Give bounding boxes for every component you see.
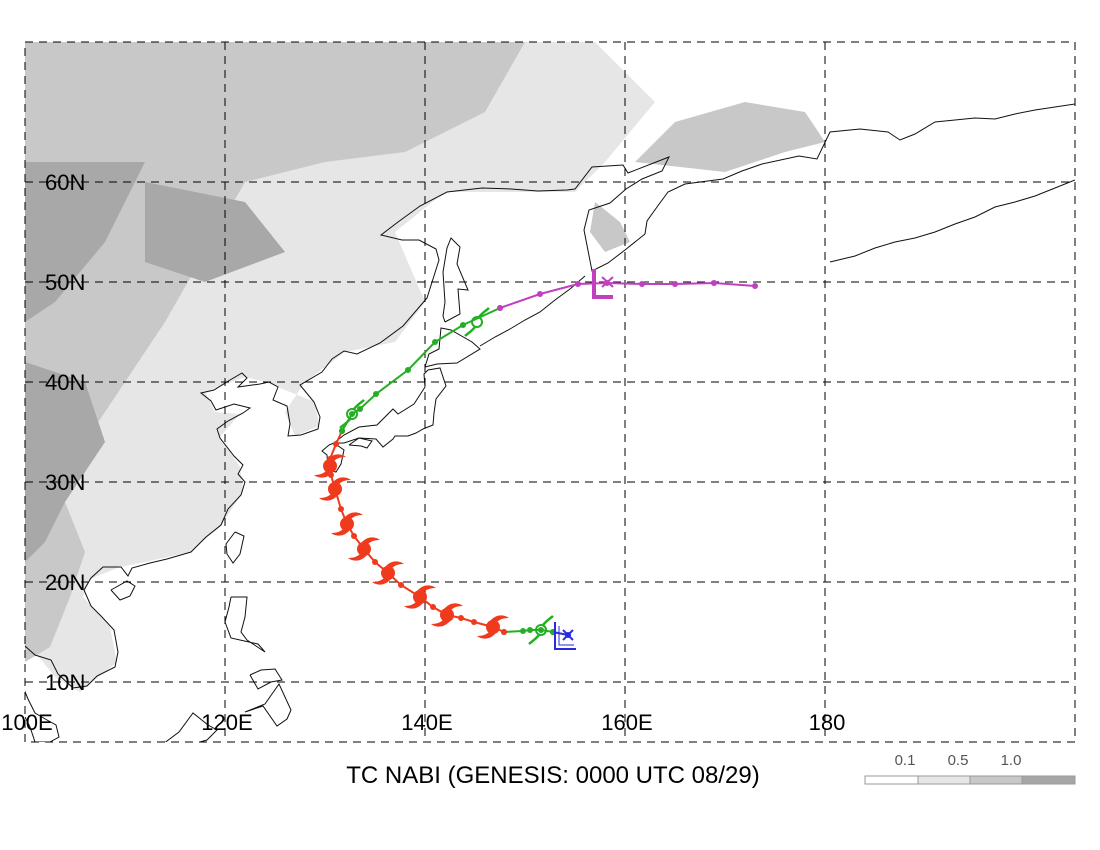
terrain-high-3 [25,362,105,562]
axis-labels: 60N 50N 40N 30N 20N 10N 100E 120E 140E 160E 180 [1,170,845,735]
coastlines [25,103,1075,742]
tropical-storm-symbol [528,615,554,645]
terrain-high-4 [145,182,285,282]
coastline-taiwan [225,531,245,564]
lon-label: 100E [1,710,52,735]
coastline-visayas [249,668,283,690]
track-point [349,411,355,417]
track-point [351,533,357,539]
track-point [537,291,543,297]
lon-label: 160E [601,710,652,735]
typhoon-symbol [348,537,380,561]
track-point [398,582,404,588]
terrain-mid-5 [635,102,825,172]
track-point [527,627,533,633]
coastline-luzon [224,596,266,653]
map-area [25,42,1075,742]
typhoon-symbol [431,603,463,627]
track-point [497,305,503,311]
track-point [672,281,678,287]
track-point [458,615,464,621]
track-point [405,367,411,373]
track-point [373,391,379,397]
track-point [639,281,645,287]
coastline-alaska [829,179,1075,263]
track-point [460,322,466,328]
extratropical-marker-icon [592,269,614,299]
typhoon-symbol [314,454,346,478]
coastline-sakhalin [442,237,469,323]
coastline-hainan [110,580,136,601]
track-point [432,339,438,345]
legend-label-1: 0.5 [948,752,969,769]
track-point [333,441,339,447]
lat-label: 60N [45,170,85,195]
lat-label: 40N [45,370,85,395]
legend-label-0: 0.1 [895,752,916,769]
coastline-borneo [120,712,218,742]
legend-label-2: 1.0 [1001,752,1022,769]
typhoon-symbol [477,615,509,639]
terrain-mid-6 [590,202,630,252]
lat-label: 20N [45,570,85,595]
track-point [471,619,477,625]
lat-lon-grid [25,42,1075,742]
genesis-marker-icon [554,622,576,650]
lon-label: 120E [201,710,252,735]
legend-swatch-3 [1021,775,1076,785]
track-point [575,281,581,287]
track-point [338,506,344,512]
map-frame [24,41,1076,743]
legend-swatch-1 [917,775,971,785]
typhoon-symbol [319,477,351,501]
legend: 0.1 0.5 1.0 [864,752,1076,785]
track-segment-extratropical [499,281,756,309]
legend-swatch-0 [864,775,919,785]
coastline-hokkaido [424,327,481,368]
coastline-honshu [333,367,447,448]
storm-track [314,269,758,650]
track-point [372,559,378,565]
track-point [339,428,345,434]
typhoon-symbol [404,585,436,609]
legend-swatch-2 [969,775,1023,785]
lat-label: 30N [45,470,85,495]
typhoon-symbol [331,512,363,536]
typhoon-symbol [372,561,404,585]
coastline-shikoku [348,437,373,449]
track-point [711,280,717,286]
track-point [752,283,758,289]
lat-label: 10N [45,670,85,695]
coastline-kurils [479,275,586,347]
coastline-east-asia [25,103,1075,689]
tropical-storm-symbol [339,399,365,429]
coastline-mindanao [244,683,292,727]
map-title: TC NABI (GENESIS: 0000 UTC 08/29) [346,762,759,789]
lat-label: 50N [45,270,85,295]
track-point [357,406,363,412]
track-point [538,627,544,633]
tropical-storm-symbol [464,307,490,337]
track-point [430,604,436,610]
track-point [501,629,507,635]
lon-label: 140E [401,710,452,735]
lon-label: 180 [809,710,846,735]
track-point [520,628,526,634]
coastline-malay [25,647,60,742]
